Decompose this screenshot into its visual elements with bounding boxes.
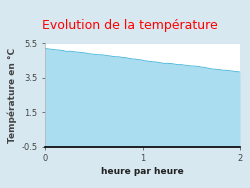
X-axis label: heure par heure: heure par heure bbox=[101, 168, 184, 177]
Text: Evolution de la température: Evolution de la température bbox=[42, 19, 218, 32]
Y-axis label: Température en °C: Température en °C bbox=[8, 47, 17, 143]
